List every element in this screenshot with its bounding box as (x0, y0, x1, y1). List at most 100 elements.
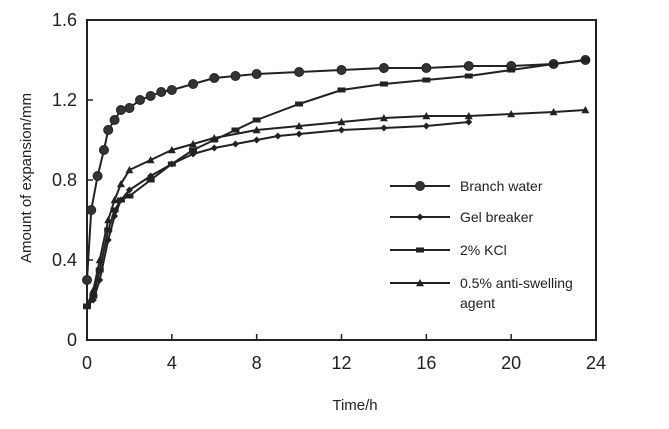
legend-marker-symbol (416, 279, 424, 287)
data-point-1 (231, 140, 239, 148)
data-point-0 (188, 79, 199, 89)
x-axis-title: Time/h (332, 397, 377, 414)
data-point-0 (86, 205, 97, 215)
data-point-1 (253, 136, 261, 144)
x-tick-label: 12 (331, 353, 351, 373)
data-point-3 (83, 302, 91, 310)
data-point-1 (338, 126, 345, 134)
data-point-3 (581, 106, 590, 114)
legend-label-kcl: 2% KCl (460, 242, 507, 258)
data-point-2 (507, 67, 516, 73)
data-point-0 (145, 91, 156, 101)
data-point-3 (116, 180, 125, 188)
data-point-2 (422, 77, 431, 83)
data-point-2 (231, 127, 240, 133)
data-point-3 (146, 156, 155, 164)
data-point-1 (104, 236, 112, 244)
data-point-2 (125, 193, 134, 199)
data-point-1 (295, 130, 303, 138)
data-point-0 (463, 61, 474, 71)
legend-label-anti-swelling-line1: 0.5% anti-swelling (460, 275, 573, 291)
data-point-1 (380, 124, 388, 132)
data-point-3 (549, 108, 558, 116)
data-point-0 (294, 67, 305, 77)
x-tick-label: 16 (416, 353, 436, 373)
legend-label-anti-swelling-line2: agent (460, 295, 495, 311)
data-point-0 (124, 103, 135, 113)
data-point-2 (252, 117, 261, 123)
data-point-2 (295, 101, 304, 107)
legend-label-branch-water: Branch water (460, 178, 543, 194)
data-point-3 (110, 196, 119, 204)
legend-marker-symbol (416, 213, 424, 221)
data-point-0 (98, 145, 109, 155)
x-tick-label: 24 (586, 353, 606, 373)
data-point-2 (167, 161, 176, 167)
data-point-0 (378, 63, 389, 73)
y-tick-label: 0.8 (52, 170, 77, 190)
data-point-0 (115, 105, 126, 115)
data-point-2 (337, 87, 346, 93)
data-point-2 (116, 197, 125, 203)
data-point-2 (95, 267, 104, 273)
y-axis-title: Amount of expansion/mm (18, 93, 35, 263)
data-point-0 (82, 275, 92, 285)
data-point-3 (252, 126, 261, 134)
data-point-0 (209, 73, 220, 83)
legend-marker-kcl (416, 247, 424, 253)
axis-ticks: 0 4 8 12 16 20 24 0 0.4 0.8 1.2 1.6 (52, 10, 606, 373)
data-point-2 (104, 227, 113, 233)
data-point-0 (135, 95, 146, 105)
data-point-1 (111, 212, 119, 220)
data-point-3 (89, 286, 98, 294)
data-point-1 (274, 132, 282, 140)
x-tick-label: 0 (82, 353, 92, 373)
y-tick-label: 1.2 (52, 90, 77, 110)
legend: Branch water Gel breaker 2% KCl 0.5% ant… (390, 178, 577, 311)
data-point-0 (103, 125, 114, 135)
data-point-1 (210, 144, 218, 152)
legend-label-gel-breaker: Gel breaker (460, 209, 533, 225)
data-point-0 (109, 115, 120, 125)
x-tick-label: 20 (501, 353, 521, 373)
data-point-3 (104, 216, 113, 224)
data-point-3 (464, 112, 473, 120)
data-point-0 (336, 65, 347, 75)
data-point-2 (464, 73, 473, 79)
data-point-2 (189, 147, 198, 153)
y-tick-label: 1.6 (52, 10, 77, 30)
x-tick-label: 8 (252, 353, 262, 373)
data-point-2 (379, 81, 388, 87)
data-point-3 (125, 166, 134, 174)
data-point-3 (95, 256, 104, 264)
data-point-2 (146, 177, 155, 183)
x-tick-label: 4 (167, 353, 177, 373)
data-point-3 (337, 118, 346, 126)
data-point-1 (125, 186, 133, 194)
data-point-1 (96, 276, 104, 284)
data-point-3 (295, 122, 304, 130)
data-point-0 (92, 171, 103, 181)
legend-marker-anti-swelling (416, 279, 424, 287)
data-point-3 (379, 114, 388, 122)
legend-label-anti-swelling: 0.5% anti-swelling agent (460, 275, 577, 311)
data-point-2 (549, 61, 558, 67)
y-tick-label: 0.4 (52, 250, 77, 270)
data-point-0 (166, 85, 177, 95)
data-point-2 (581, 57, 590, 63)
data-point-2 (89, 293, 98, 299)
data-point-3 (167, 146, 176, 154)
data-point-3 (189, 140, 198, 148)
legend-marker-gel-breaker (416, 213, 424, 221)
data-point-3 (422, 112, 431, 120)
data-point-3 (210, 134, 219, 142)
data-point-0 (421, 63, 432, 73)
series-markers (82, 55, 591, 310)
data-point-0 (251, 69, 262, 79)
data-point-1 (465, 118, 473, 126)
series-line-1 (86, 121, 469, 307)
data-point-3 (507, 110, 516, 118)
data-point-0 (156, 87, 167, 97)
series-line-3 (86, 109, 586, 307)
